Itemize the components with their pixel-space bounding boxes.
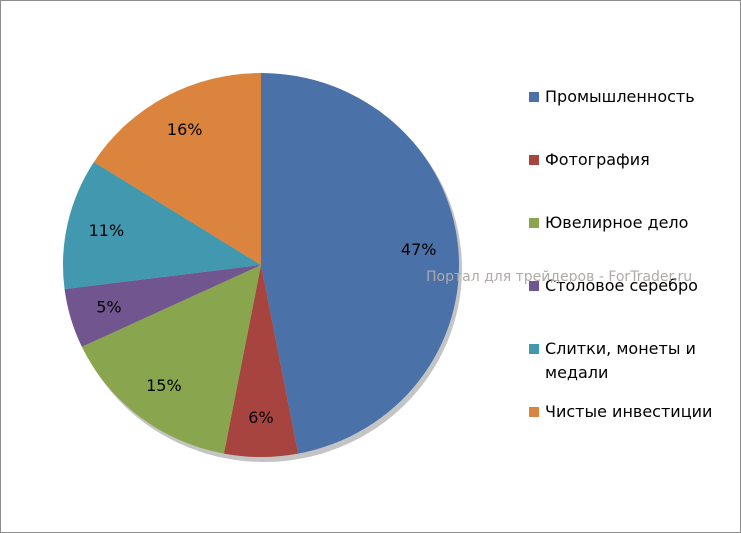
legend-label: Фотография — [545, 150, 650, 169]
data-label: 11% — [89, 221, 125, 240]
data-label: 6% — [248, 408, 273, 427]
legend-swatch — [529, 92, 539, 102]
legend-item: Фотография — [529, 148, 717, 172]
legend-item: Слитки, монеты и медали — [529, 337, 717, 385]
legend-item: Ювелирное дело — [529, 211, 717, 235]
legend-label: Ювелирное дело — [545, 213, 689, 232]
pie-slice — [93, 73, 261, 265]
data-label: 47% — [401, 240, 437, 259]
legend-label: Промышленность — [545, 87, 695, 106]
legend-label: Столовое серебро — [545, 276, 698, 295]
legend-label: Слитки, монеты и медали — [545, 339, 696, 382]
legend-swatch — [529, 344, 539, 354]
legend-item: Чистые инвестиции — [529, 400, 717, 424]
legend-swatch — [529, 155, 539, 165]
pie-slice — [223, 265, 299, 458]
legend-item: Столовое серебро — [529, 274, 717, 298]
data-label: 15% — [146, 376, 182, 395]
data-label: 5% — [96, 297, 121, 316]
legend-swatch — [529, 281, 539, 291]
watermark: Портал для трейдеров - ForTrader.ru — [426, 269, 693, 285]
legend-label: Чистые инвестиции — [545, 402, 713, 421]
legend-swatch — [529, 218, 539, 228]
pie-slice — [63, 162, 262, 290]
pie-slice — [261, 73, 460, 454]
pie-slice — [81, 265, 262, 454]
data-label: 16% — [167, 120, 203, 139]
legend-swatch — [529, 407, 539, 417]
legend-item: Промышленность — [529, 85, 717, 109]
pie-slice — [64, 265, 261, 347]
